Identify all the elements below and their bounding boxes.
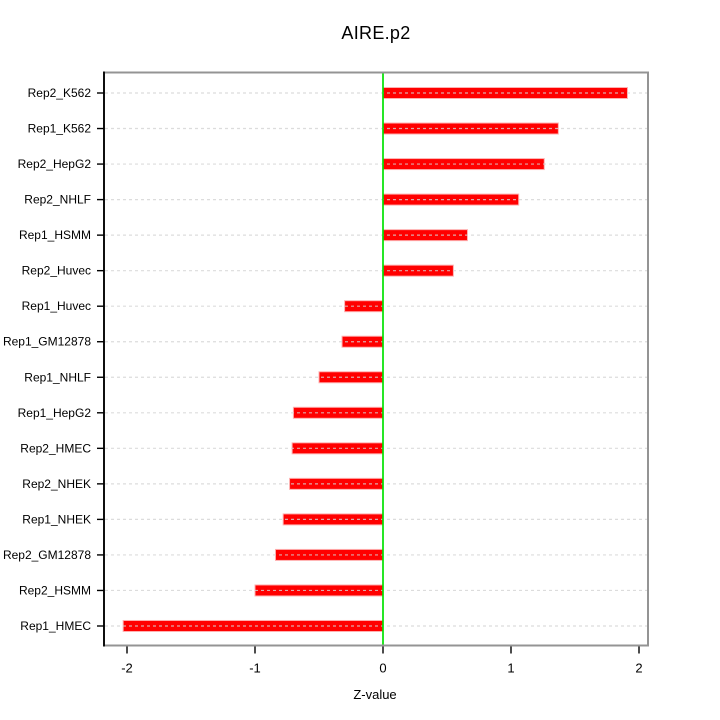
- bar: [122, 619, 384, 632]
- y-tick-label: Rep2_NHEK: [22, 477, 91, 491]
- bar: [382, 193, 520, 206]
- y-tick-label: Rep1_HMEC: [20, 619, 91, 633]
- y-tick-label: Rep1_NHEK: [22, 512, 91, 526]
- y-tick-label: Rep2_NHLF: [24, 193, 91, 207]
- y-tick-label: Rep1_K562: [28, 122, 92, 136]
- y-tick-label: Rep2_Huvec: [22, 264, 91, 278]
- x-tick-label: -2: [121, 661, 133, 676]
- x-tick-label: -1: [249, 661, 261, 676]
- plot-frame-layer: [103, 71, 649, 647]
- y-tick-label: Rep1_NHLF: [24, 370, 91, 384]
- x-axis-label: Z-value: [353, 687, 396, 702]
- gridlines-layer: [105, 92, 647, 627]
- y-tick-label: Rep2_GM12878: [3, 548, 91, 562]
- y-tick-label: Rep1_HSMM: [19, 228, 91, 242]
- y-tick-label: Rep1_HepG2: [18, 406, 92, 420]
- y-tick-label: Rep1_GM12878: [3, 335, 91, 349]
- axis-labels-layer: Rep2_K562 Rep1_K562 Rep2_HepG2 Rep2_NHLF Rep…: [3, 86, 643, 676]
- y-tick-label: Rep2_HepG2: [18, 157, 92, 171]
- y-tick-label: Rep1_Huvec: [22, 299, 91, 313]
- y-tick-label: Rep2_HMEC: [20, 441, 91, 455]
- x-tick-label: 2: [635, 661, 642, 676]
- y-tick-label: Rep2_HSMM: [19, 583, 91, 597]
- x-tick-label: 1: [507, 661, 514, 676]
- bars-layer: [122, 87, 628, 632]
- x-tick-label: 0: [379, 661, 386, 676]
- y-tick-label: Rep2_K562: [28, 86, 92, 100]
- chart-title: AIRE.p2: [341, 23, 410, 43]
- axis-ticks-layer: [97, 92, 640, 654]
